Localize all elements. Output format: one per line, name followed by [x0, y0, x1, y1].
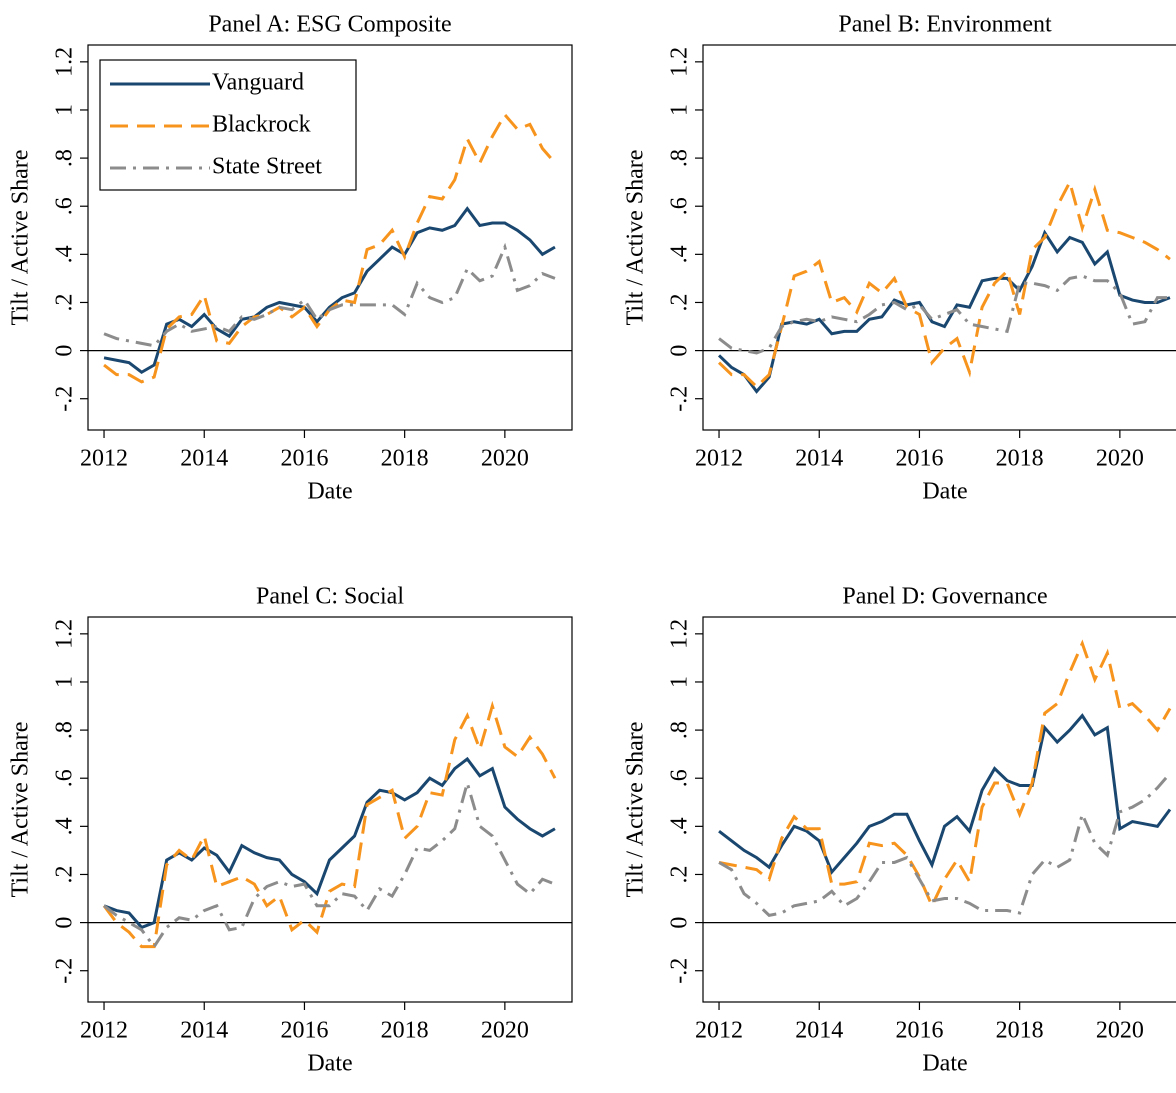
x-tick-label: 2012: [80, 446, 128, 472]
y-tick-label: -.2: [667, 386, 693, 412]
legend-label: Blackrock: [212, 112, 311, 138]
x-tick-label: 2016: [280, 446, 328, 472]
y-tick-label: .4: [52, 817, 78, 835]
y-tick-label: 0: [667, 345, 693, 357]
plot-frame: [702, 44, 1176, 431]
y-tick-label: .8: [52, 149, 78, 167]
y-tick-label: 1.2: [52, 47, 78, 77]
x-tick-label: 2018: [996, 446, 1044, 472]
x-axis-label: Date: [922, 479, 967, 505]
y-tick-label: 1.2: [667, 619, 693, 649]
x-tick-label: 2016: [895, 446, 943, 472]
y-tick-label: .4: [667, 817, 693, 835]
panel-title: Panel C: Social: [256, 584, 404, 610]
y-tick-label: .6: [667, 769, 693, 787]
y-axis-label: Tilt / Active Share: [8, 150, 34, 326]
y-tick-label: .6: [52, 769, 78, 787]
series-line: [103, 756, 556, 930]
y-tick-label: 1: [667, 676, 693, 688]
x-tick-label: 2014: [795, 1018, 843, 1044]
x-tick-label: 2012: [695, 1018, 743, 1044]
x-tick-label: 2016: [895, 1018, 943, 1044]
y-axis-label: Tilt / Active Share: [8, 722, 34, 898]
x-tick-label: 2020: [1096, 1018, 1144, 1044]
panel: Panel D: Governance Date Tilt / Active Sha…: [623, 584, 1176, 1077]
y-tick-label: .2: [52, 865, 78, 883]
y-tick-label: .2: [667, 293, 693, 311]
y-tick-label: .8: [52, 721, 78, 739]
x-tick-label: 2014: [180, 1018, 228, 1044]
y-tick-label: -.2: [667, 958, 693, 984]
y-tick-label: .4: [667, 245, 693, 263]
y-tick-label: 1.2: [52, 619, 78, 649]
series-line: [103, 206, 556, 375]
series-line: [717, 178, 1171, 389]
y-tick-label: 1: [52, 676, 78, 688]
y-tick-label: .2: [52, 293, 78, 311]
y-tick-label: 0: [52, 345, 78, 357]
series-line: [718, 639, 1172, 910]
legend: Vanguard Blackrock State Street: [99, 59, 357, 191]
x-tick-label: 2012: [695, 446, 743, 472]
x-tick-label: 2016: [280, 1018, 328, 1044]
y-tick-label: -.2: [52, 386, 78, 412]
y-axis-label: Tilt / Active Share: [623, 722, 649, 898]
x-tick-label: 2018: [381, 1018, 429, 1044]
x-tick-label: 2014: [795, 446, 843, 472]
plot-frame: [702, 616, 1176, 1003]
legend-label: State Street: [212, 154, 322, 180]
x-tick-label: 2020: [481, 446, 529, 472]
series-line: [102, 700, 557, 949]
x-tick-label: 2018: [996, 1018, 1044, 1044]
y-tick-label: .8: [667, 721, 693, 739]
series-line: [103, 777, 556, 950]
x-tick-label: 2020: [1096, 446, 1144, 472]
x-tick-label: 2018: [381, 446, 429, 472]
y-tick-label: 0: [52, 917, 78, 929]
y-tick-label: 1: [52, 104, 78, 116]
panel-title: Panel B: Environment: [838, 12, 1052, 38]
plot-frame: [87, 616, 573, 1003]
series-line: [718, 274, 1170, 355]
y-tick-label: .6: [52, 197, 78, 215]
y-axis-label: Tilt / Active Share: [623, 150, 649, 326]
panel: Panel A: ESG Composite Date Tilt / Active …: [8, 12, 573, 505]
series-line: [718, 713, 1172, 875]
series-line: [717, 229, 1171, 394]
panel-title: Panel A: ESG Composite: [208, 12, 451, 38]
x-axis-label: Date: [307, 1051, 352, 1077]
legend-label: Vanguard: [212, 70, 304, 96]
y-tick-label: .2: [667, 865, 693, 883]
panel-title: Panel D: Governance: [842, 584, 1047, 610]
y-tick-label: .8: [667, 149, 693, 167]
y-tick-label: 1.2: [667, 47, 693, 77]
series-line: [718, 772, 1172, 917]
y-tick-label: 1: [667, 104, 693, 116]
series-line: [103, 242, 556, 348]
x-axis-label: Date: [922, 1051, 967, 1077]
x-axis-label: Date: [307, 479, 352, 505]
x-tick-label: 2012: [80, 1018, 128, 1044]
x-tick-label: 2014: [180, 446, 228, 472]
y-tick-label: .6: [667, 197, 693, 215]
x-tick-label: 2020: [481, 1018, 529, 1044]
y-tick-label: 0: [667, 917, 693, 929]
y-tick-label: .4: [52, 245, 78, 263]
panel: Panel C: Social Date Tilt / Active Share -.…: [8, 584, 573, 1077]
y-tick-label: -.2: [52, 958, 78, 984]
panel: Panel B: Environment Date Tilt / Active Sh…: [623, 12, 1176, 505]
